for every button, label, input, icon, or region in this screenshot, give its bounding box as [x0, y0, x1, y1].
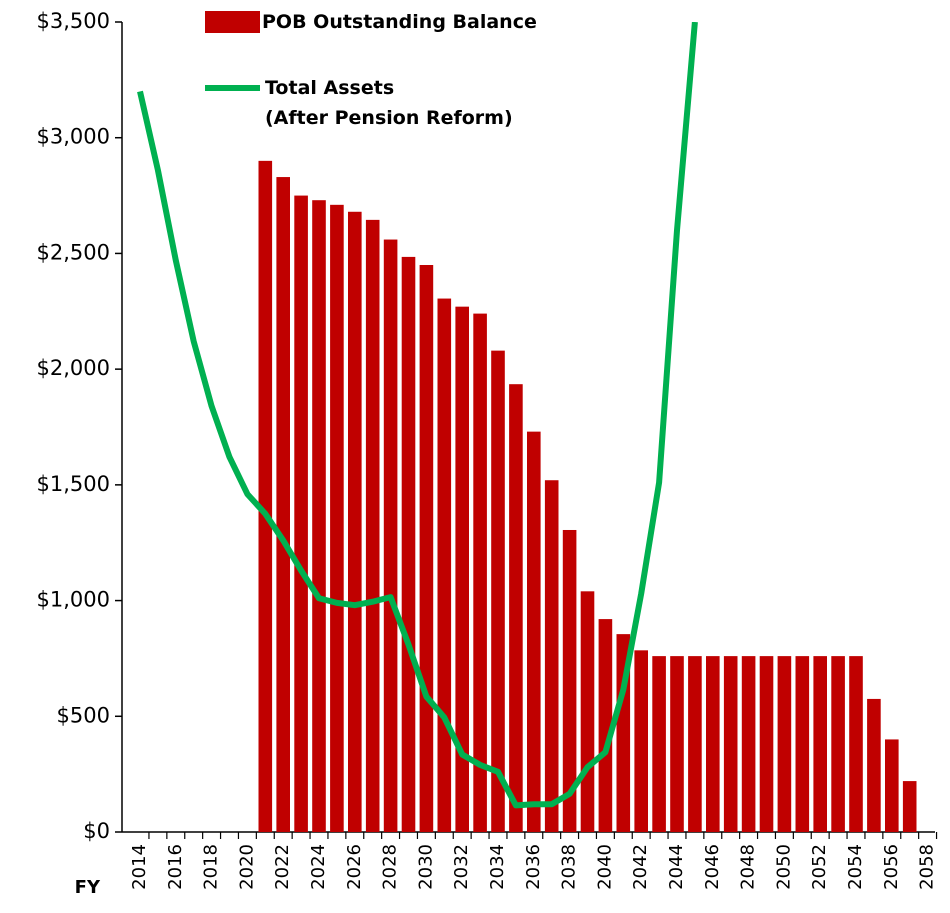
bar	[885, 739, 899, 832]
x-tick-label: 2018	[201, 844, 222, 890]
bar	[598, 619, 613, 832]
bar	[634, 650, 648, 832]
x-tick-label: 2042	[630, 844, 651, 890]
bar	[527, 431, 541, 832]
bar	[670, 656, 684, 832]
bar	[330, 204, 344, 833]
x-axis-label: FY	[75, 877, 101, 898]
bar	[473, 313, 487, 833]
x-tick-label: 2048	[738, 844, 759, 890]
bar	[741, 656, 756, 832]
y-tick-label: $3,000	[37, 125, 110, 149]
bar	[777, 656, 792, 832]
bar	[348, 211, 362, 832]
bar	[580, 591, 595, 832]
bar	[688, 656, 702, 832]
y-tick-label: $2,500	[37, 240, 110, 264]
x-tick-label: 2026	[344, 844, 365, 890]
legend-swatch	[205, 11, 260, 33]
y-tick-label: $0	[83, 819, 110, 843]
plot-area	[137, 22, 917, 833]
x-tick-label: 2020	[236, 844, 257, 890]
x-tick-label: 2030	[415, 844, 436, 890]
y-tick-label: $2,000	[37, 356, 110, 380]
bar	[419, 265, 434, 832]
y-tick-label: $1,000	[37, 588, 110, 612]
bar	[652, 656, 666, 832]
x-tick-label: 2036	[523, 844, 544, 890]
legend-label: POB Outstanding Balance	[262, 11, 537, 33]
x-tick-label: 2058	[917, 844, 938, 890]
bar	[383, 239, 398, 833]
bar	[258, 160, 273, 832]
x-tick-label: 2050	[773, 844, 794, 890]
x-tick-label: 2032	[451, 844, 472, 890]
x-tick-label: 2056	[881, 844, 902, 890]
bar	[902, 781, 917, 832]
bar	[795, 656, 810, 832]
x-tick-label: 2052	[809, 844, 830, 890]
line	[137, 22, 698, 809]
bar	[849, 656, 863, 832]
bar	[544, 480, 559, 832]
bar	[455, 306, 469, 833]
bar	[437, 298, 452, 832]
bar	[294, 195, 308, 833]
y-tick-label: $3,500	[37, 9, 110, 33]
bar	[491, 350, 505, 832]
y-tick-label: $1,500	[37, 472, 110, 496]
bar	[562, 529, 577, 832]
x-tick-label: 2022	[272, 844, 293, 890]
x-tick-label: 2024	[308, 844, 329, 890]
bar	[706, 656, 720, 832]
bar	[723, 656, 738, 832]
x-tick-label: 2016	[165, 844, 186, 890]
x-tick-label: 2040	[594, 844, 615, 890]
bar	[276, 177, 290, 833]
x-tick-label: 2044	[666, 844, 687, 890]
x-tick-label: 2014	[129, 844, 150, 890]
x-tick-label: 2034	[487, 844, 508, 890]
bar	[312, 200, 326, 832]
bar	[401, 256, 416, 832]
bar	[365, 219, 380, 832]
bar	[813, 656, 827, 832]
y-tick-label: $500	[57, 703, 110, 727]
x-tick-label: 2054	[845, 844, 866, 890]
bar	[831, 656, 845, 832]
x-tick-label: 2046	[702, 844, 723, 890]
bar	[867, 698, 881, 832]
x-tick-label: 2038	[559, 844, 580, 890]
legend-label: Total Assets (After Pension Reform)	[265, 77, 513, 129]
bar	[509, 384, 523, 832]
x-tick-label: 2028	[380, 844, 401, 890]
bar	[759, 656, 774, 832]
